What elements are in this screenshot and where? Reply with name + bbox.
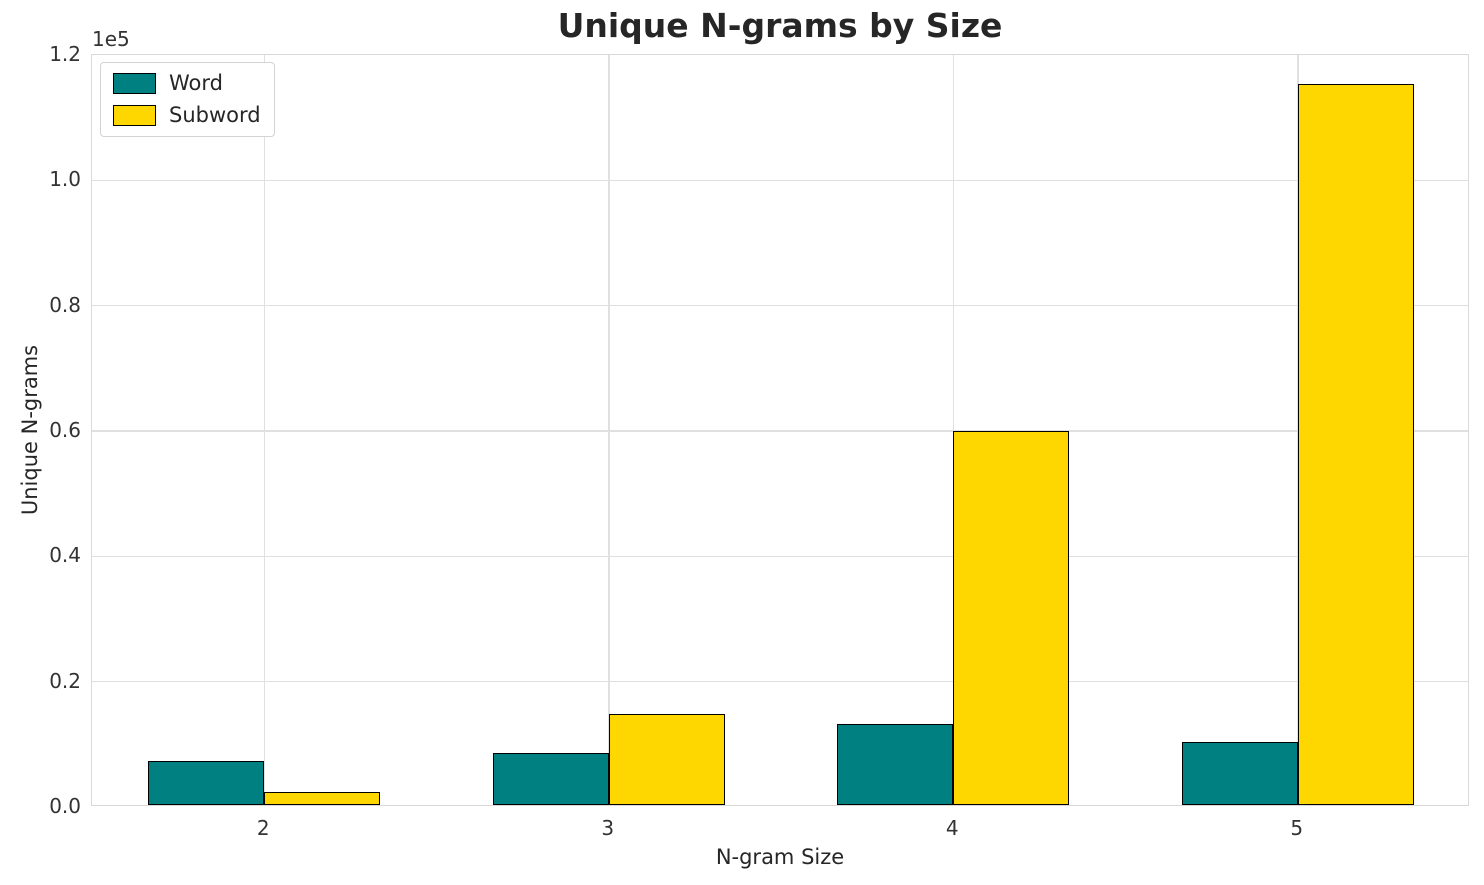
x-tick-label: 5: [1290, 816, 1304, 840]
word-bar-ngram-3: [492, 753, 609, 805]
y-axis-offset-text: 1e5: [92, 27, 130, 51]
x-tick-label: 3: [601, 816, 615, 840]
subword-bar-ngram-3: [608, 713, 725, 805]
word-bar-ngram-4: [837, 723, 954, 805]
legend-row-subword: Subword: [113, 104, 261, 126]
y-tick-label: 0.6: [49, 418, 81, 442]
y-tick-label: 0.8: [49, 292, 81, 317]
legend: Word Subword: [100, 62, 275, 137]
word-bar-ngram-5: [1181, 741, 1298, 805]
chart-title: Unique N-grams by Size: [557, 6, 1003, 45]
y-gridline: [92, 680, 1468, 683]
x-gridline: [952, 55, 954, 805]
y-tick-label: 0.4: [49, 543, 81, 568]
x-tick-label: 4: [945, 816, 959, 840]
y-gridline: [92, 430, 1468, 432]
word-bar-ngram-2: [148, 761, 265, 805]
subword-bar-ngram-5: [1297, 84, 1414, 805]
y-gridline: [92, 555, 1468, 558]
y-tick-label: 0.0: [49, 794, 81, 818]
y-tick-label: 0.2: [49, 668, 81, 693]
y-tick-label: 1.2: [49, 42, 81, 66]
subword-bar-ngram-2: [264, 791, 381, 805]
x-gridline: [608, 55, 610, 805]
x-tick-label: 2: [256, 816, 270, 840]
legend-label: Subword: [169, 103, 261, 127]
y-gridline: [92, 179, 1468, 182]
legend-swatch-subword: [113, 104, 156, 126]
x-gridline: [263, 55, 265, 805]
y-tick-label: 1.0: [49, 167, 81, 192]
legend-row-word: Word: [113, 72, 261, 94]
x-axis-label: N-gram Size: [715, 845, 845, 869]
plot-area: [91, 54, 1469, 806]
y-gridline: [92, 304, 1468, 307]
legend-swatch-word: [113, 72, 156, 94]
legend-label: Word: [169, 71, 223, 95]
subword-bar-ngram-4: [953, 430, 1070, 805]
